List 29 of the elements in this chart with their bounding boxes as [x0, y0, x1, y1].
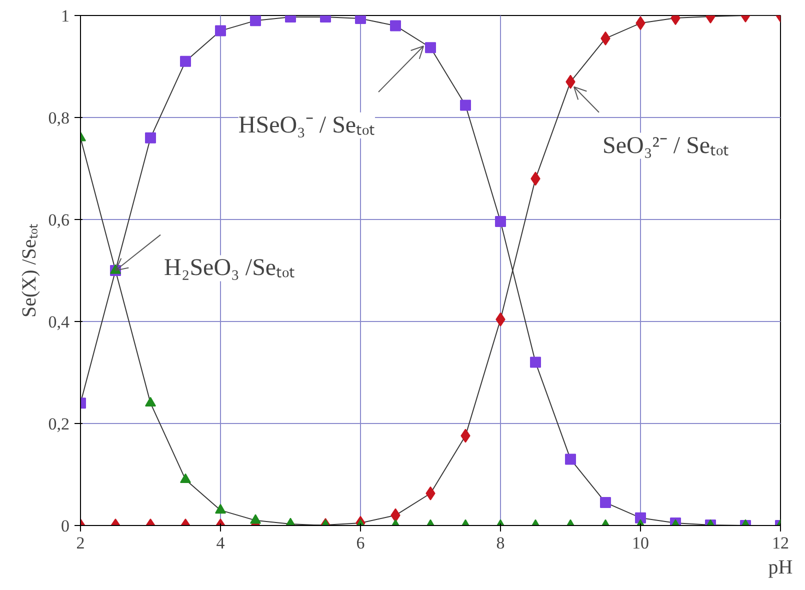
y-tick-label: 0,6: [48, 210, 70, 230]
x-tick-label: 6: [356, 534, 365, 552]
y-tick-label: 0,4: [48, 312, 70, 332]
x-tick-label: 12: [772, 534, 789, 552]
annotation: H₂SeO₃ /Seₜₒₜ: [164, 255, 295, 282]
y-tick-label: 1: [61, 6, 70, 26]
annotation: HSeO₃⁻ / Seₜₒₜ: [238, 112, 376, 138]
point: [250, 16, 261, 26]
x-tick-label: 4: [216, 534, 226, 552]
point: [215, 504, 226, 514]
point: [390, 20, 401, 32]
y-tick-label: 0,2: [48, 414, 70, 434]
x-axis-title: pH: [768, 556, 793, 578]
y-tick-label: 0: [61, 516, 70, 536]
x-tick-label: 8: [496, 534, 505, 552]
point: [495, 216, 506, 228]
y-tick-label: 0,8: [48, 108, 70, 128]
point: [425, 42, 436, 54]
x-tick-label: 2: [76, 534, 85, 552]
point: [145, 132, 156, 144]
point: [145, 396, 156, 406]
point: [180, 56, 191, 67]
point: [180, 473, 191, 483]
annotation: SeO₃²⁻ / Seₜₒₜ: [602, 132, 729, 159]
point: [460, 100, 471, 111]
y-axis-title: Se(X) /Seₜₒₜ: [18, 223, 40, 318]
x-tick-label: 10: [632, 534, 649, 552]
point: [355, 16, 366, 24]
point: [215, 25, 226, 36]
